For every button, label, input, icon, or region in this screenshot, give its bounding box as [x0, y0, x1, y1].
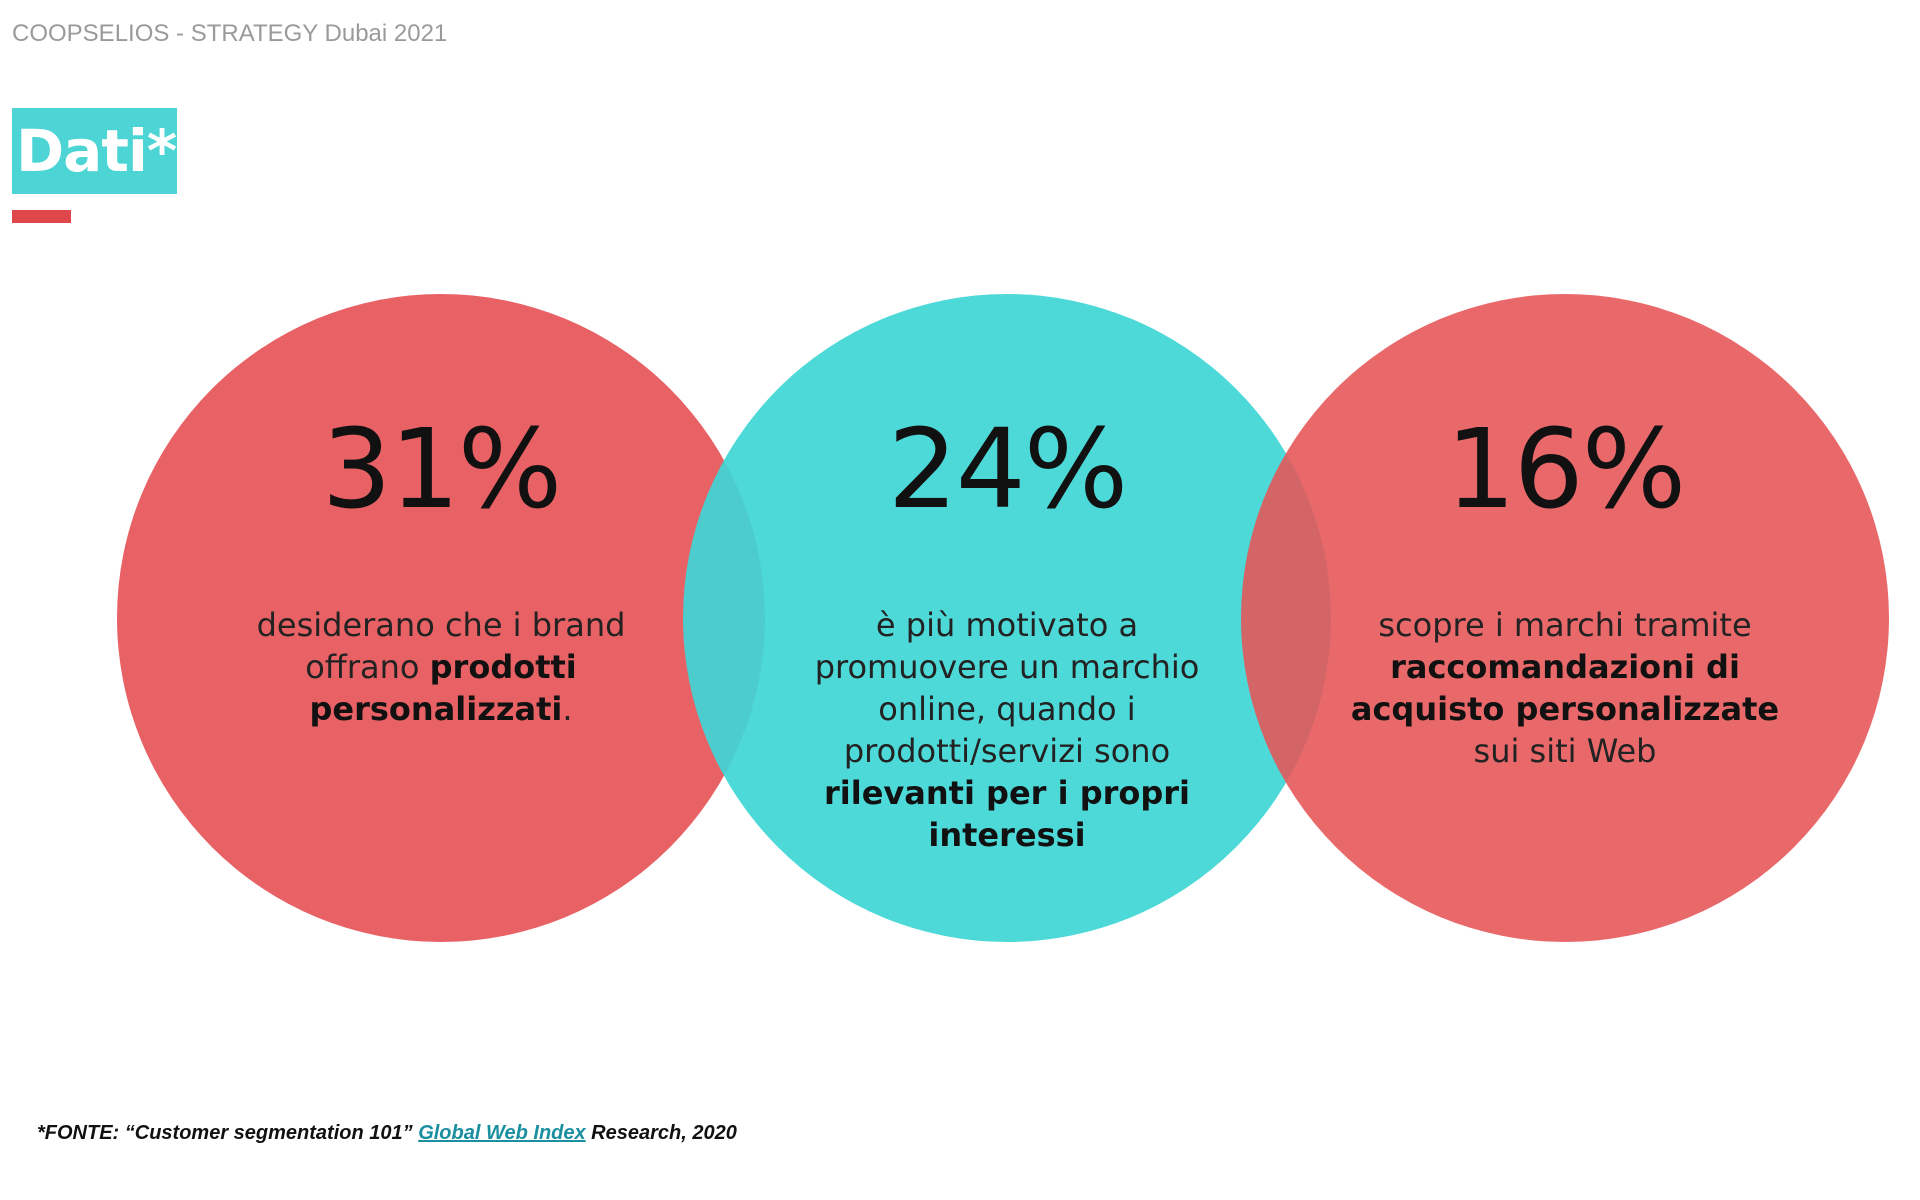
footnote-text: Research, 2020: [585, 1122, 737, 1144]
stat: 24%: [887, 405, 1129, 533]
circle: [117, 294, 765, 942]
header: COOPSELIOS - STRATEGY Dubai 2021: [12, 20, 448, 47]
bold-text: rilevanti per i propri interessi: [823, 774, 1191, 854]
circle: [1241, 294, 1889, 942]
bold-text: raccomandazioni di acquisto personalizza…: [1350, 648, 1780, 728]
circle: [683, 294, 1331, 942]
bold-text: prodotti personalizzati: [309, 648, 577, 728]
description: scopre i marchi tramite raccomandazioni …: [1350, 604, 1780, 772]
text: scopre i marchi tramite: [1378, 606, 1752, 644]
accent-bar: [12, 210, 71, 223]
title: Dati*: [12, 108, 177, 194]
text: .: [562, 690, 573, 728]
link[interactable]: Global Web Index: [418, 1122, 586, 1144]
description: è più motivato a promuovere un marchio o…: [792, 604, 1222, 856]
text: desiderano che i brand offrano: [256, 606, 626, 686]
footnote: *FONTE: “Customer segmentation 101” Glob…: [37, 1122, 737, 1145]
text: è più motivato a promuovere un marchio o…: [814, 606, 1200, 770]
footnote-text: *FONTE: “Customer segmentation 101”: [37, 1122, 419, 1144]
text: sui siti Web: [1473, 732, 1657, 770]
description: desiderano che i brand offrano prodotti …: [226, 604, 656, 730]
stat: 31%: [321, 405, 563, 533]
stat: 16%: [1445, 405, 1687, 533]
